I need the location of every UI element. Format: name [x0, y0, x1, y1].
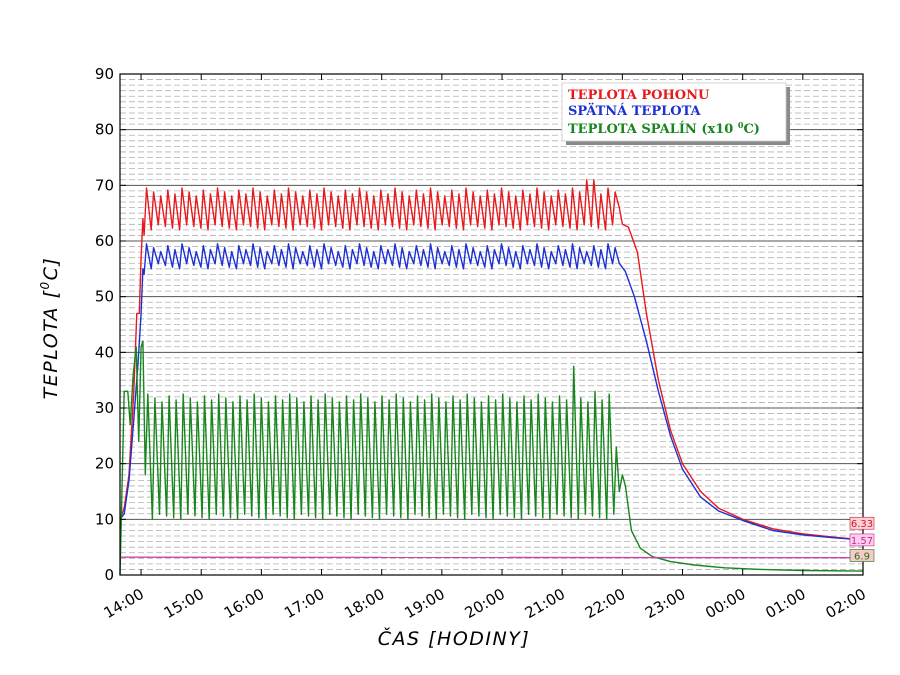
series-line-3 — [119, 556, 864, 559]
y-tick-label: 10 — [95, 510, 114, 528]
end-label-text: 6.9 — [854, 552, 870, 563]
y-tick-label: 20 — [95, 455, 114, 473]
legend-box — [561, 82, 787, 142]
end-label-box — [849, 549, 875, 562]
data-series — [119, 179, 864, 576]
y-tick-label: 70 — [95, 176, 114, 194]
y-tick-label: 30 — [95, 399, 114, 417]
end-label-box — [849, 516, 875, 530]
end-label-text: 1.57 — [851, 536, 873, 547]
y-tick-label: 0 — [104, 566, 114, 584]
y-axis-title: TEPLOTA [0C] — [38, 257, 62, 400]
y-tick-label: 50 — [95, 288, 114, 306]
end-value-labels: 6.33 1.57 6.9 — [849, 516, 875, 563]
y-tick-label: 60 — [95, 232, 114, 250]
plot-frame — [119, 73, 864, 576]
y-tick-label: 80 — [95, 121, 114, 139]
legend-entry-flue: TEPLOTA SPALÍN (x10 0C) — [568, 120, 760, 137]
y-tick-label: 90 — [95, 65, 114, 83]
series-line-2 — [119, 340, 864, 576]
legend: TEPLOTA POHONU SPÄTNÁ TEPLOTA TEPLOTA SP… — [561, 82, 790, 145]
legend-entry-return: SPÄTNÁ TEPLOTA — [568, 103, 702, 119]
x-axis-title: ČAS [HODINY] — [378, 626, 530, 650]
series-line-0 — [119, 179, 864, 541]
legend-entry-supply: TEPLOTA POHONU — [568, 88, 710, 103]
end-label-text: 6.33 — [851, 519, 873, 530]
y-tick-label: 40 — [95, 343, 114, 361]
end-label-box — [849, 533, 875, 547]
series-line-1 — [119, 243, 864, 541]
